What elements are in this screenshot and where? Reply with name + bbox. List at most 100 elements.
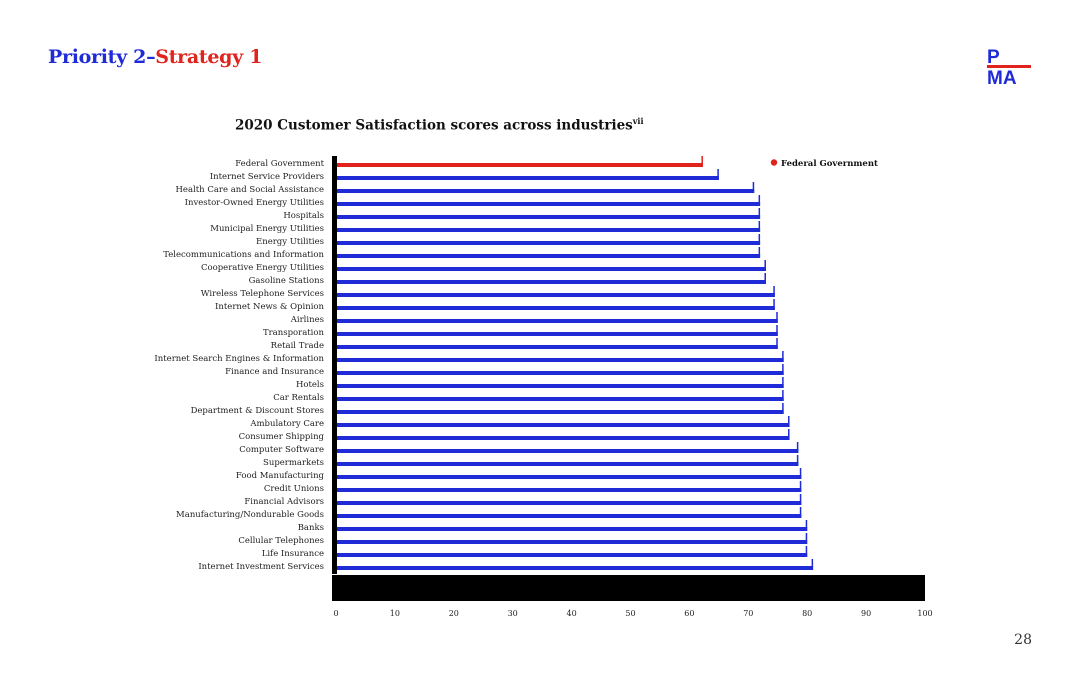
- bar-end-tick: [776, 338, 778, 349]
- bar-end-tick: [758, 195, 761, 206]
- category-label: Hotels: [296, 380, 324, 390]
- category-label: Banks: [298, 523, 324, 533]
- category-label: Internet News & Opinion: [215, 302, 324, 312]
- x-axis-band: [332, 575, 925, 601]
- x-tick-label: 0: [333, 609, 338, 618]
- bar: [337, 423, 790, 427]
- x-tick-label: 90: [861, 609, 871, 618]
- bar-end-tick: [805, 546, 808, 557]
- x-tick-label: 20: [449, 609, 459, 618]
- category-label: Hospitals: [283, 211, 324, 221]
- bar-end-tick: [788, 416, 790, 427]
- bar: [337, 475, 802, 479]
- bar-end-tick: [805, 520, 808, 531]
- chart-title-text: 2020 Customer Satisfaction scores across…: [235, 117, 633, 134]
- bar-end-tick: [782, 403, 784, 414]
- bar: [337, 345, 778, 349]
- bar-end-tick: [773, 286, 775, 297]
- category-label: Gasoline Stations: [249, 276, 324, 286]
- x-tick-label: 50: [625, 609, 635, 618]
- pma-logo-ma: MA: [987, 68, 1017, 86]
- bar: [337, 397, 784, 401]
- slide-title-strategy: Strategy 1: [155, 46, 263, 68]
- bar-end-tick: [752, 182, 755, 193]
- category-label: Retail Trade: [271, 341, 324, 351]
- bar-end-tick: [782, 390, 784, 401]
- bar: [337, 462, 799, 466]
- bar: [337, 449, 799, 453]
- bar: [337, 410, 784, 414]
- bar: [337, 358, 784, 362]
- bar: [337, 280, 766, 284]
- slide-title-priority: Priority 2: [48, 46, 147, 68]
- category-label: Telecommunications and Information: [163, 250, 324, 260]
- category-label: Federal Government: [235, 159, 324, 169]
- bar-end-tick: [701, 156, 703, 167]
- bar: [337, 566, 814, 570]
- bar: [337, 553, 808, 557]
- category-label: Internet Search Engines & Information: [154, 354, 324, 364]
- category-label: Wireless Telephone Services: [201, 289, 324, 299]
- bar-end-tick: [764, 273, 766, 284]
- bar: [337, 540, 808, 544]
- pma-logo: P MA: [987, 47, 1031, 86]
- bar: [337, 319, 778, 323]
- bar: [337, 215, 761, 219]
- bar-end-tick: [796, 455, 799, 466]
- category-label: Finance and Insurance: [225, 367, 324, 377]
- bar: [337, 514, 802, 518]
- category-label: Manufacturing/Nondurable Goods: [176, 510, 324, 520]
- category-label: Life Insurance: [262, 549, 324, 559]
- category-label: Financial Advisors: [244, 497, 324, 507]
- bar-end-tick: [799, 468, 802, 479]
- x-tick-label: 80: [802, 609, 812, 618]
- category-label: Energy Utilities: [256, 237, 324, 247]
- bar-end-tick: [799, 507, 802, 518]
- slide-title: Priority 2–Strategy 1: [48, 46, 262, 68]
- bar: [337, 202, 761, 206]
- bar-end-tick: [758, 234, 761, 245]
- bar-end-tick: [758, 221, 761, 232]
- category-label: Investor-Owned Energy Utilities: [185, 198, 324, 208]
- bar: [337, 527, 808, 531]
- bar-end-tick: [796, 442, 799, 453]
- category-label: Municipal Energy Utilities: [210, 224, 324, 234]
- bar: [337, 293, 775, 297]
- chart-title: 2020 Customer Satisfaction scores across…: [235, 116, 644, 134]
- x-tick-label: 30: [508, 609, 518, 618]
- bar: [337, 306, 775, 310]
- bar: [337, 241, 761, 245]
- x-tick-label: 100: [917, 609, 932, 618]
- category-label: Department & Discount Stores: [191, 406, 324, 416]
- bar: [337, 501, 802, 505]
- category-label: Car Rentals: [273, 393, 324, 403]
- bar-end-tick: [758, 247, 761, 258]
- pma-logo-p: P: [987, 47, 1000, 68]
- bar-end-tick: [805, 533, 808, 544]
- bar-end-tick: [776, 325, 778, 336]
- category-label: Food Manufacturing: [236, 471, 325, 481]
- bar: [337, 371, 784, 375]
- category-label: Health Care and Social Assistance: [176, 185, 324, 195]
- bar-end-tick: [717, 169, 719, 180]
- bar-end-tick: [788, 429, 790, 440]
- bar: [337, 163, 703, 167]
- bar-end-tick: [782, 364, 784, 375]
- category-label: Airlines: [290, 315, 324, 325]
- category-label: Consumer Shipping: [239, 432, 325, 442]
- category-label: Transporation: [263, 328, 325, 338]
- bar: [337, 228, 761, 232]
- bar: [337, 332, 778, 336]
- bar: [337, 267, 766, 271]
- bar: [337, 254, 761, 258]
- bar: [337, 436, 790, 440]
- category-label: Credit Unions: [264, 484, 324, 494]
- category-label: Internet Investment Services: [198, 562, 324, 572]
- bar-end-tick: [811, 559, 814, 570]
- bar: [337, 189, 755, 193]
- category-label: Internet Service Providers: [210, 172, 324, 182]
- category-label: Cellular Telephones: [238, 536, 324, 546]
- chart-title-footnote: vii: [632, 116, 644, 126]
- bar-end-tick: [758, 208, 761, 219]
